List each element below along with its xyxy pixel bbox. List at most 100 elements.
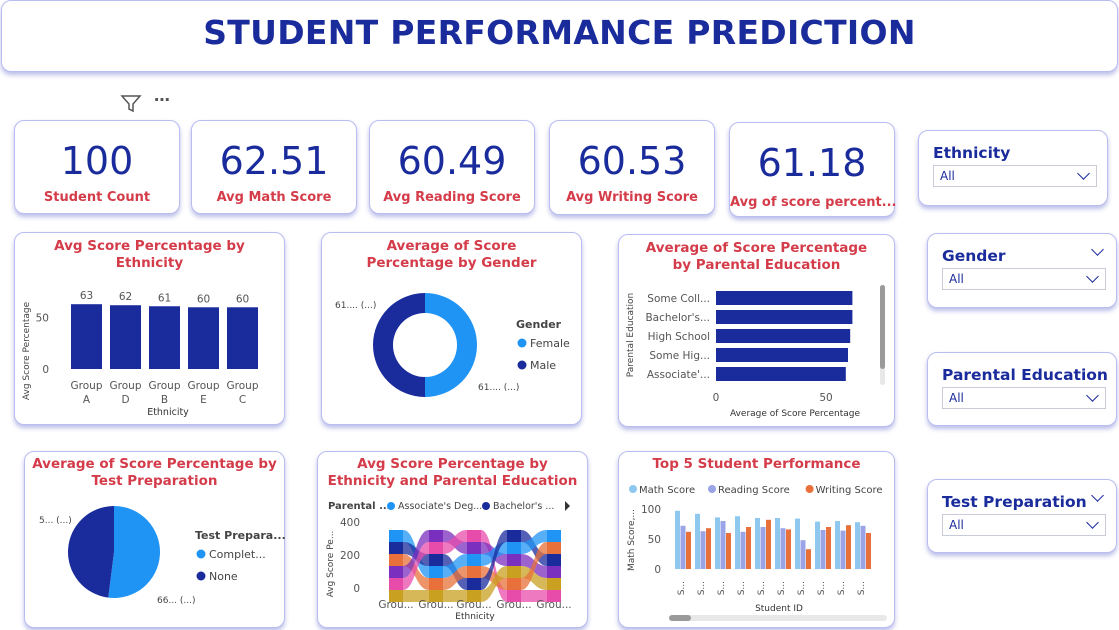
slicer-test-preparation[interactable]: Test Preparation All	[927, 479, 1117, 553]
ribbon-segment	[429, 530, 443, 542]
donut-slice	[373, 293, 425, 397]
legend-label: Male	[530, 359, 556, 372]
ribbon-segment	[547, 590, 561, 602]
y-tick-label: Associate'...	[647, 369, 710, 381]
test-prep-pie-chart[interactable]: 5... (...) 66... (...) Test Prepara... Comp…	[25, 452, 286, 629]
kpi-value: 61.18	[757, 141, 867, 185]
ribbon-segment	[467, 542, 481, 554]
title-banner: STUDENT PERFORMANCE PREDICTION	[1, 0, 1118, 72]
x-axis-title: Ethnicity	[147, 407, 189, 418]
legend-marker	[708, 485, 716, 493]
legend-label: Bachelor's ...	[493, 501, 554, 512]
filter-icon[interactable]	[120, 94, 142, 114]
kpi-value: 100	[60, 139, 134, 183]
pie-slice	[108, 506, 160, 598]
slicer-parental-education[interactable]: Parental Education All	[927, 352, 1117, 426]
x-tick-label: S...	[717, 581, 727, 595]
bar	[71, 304, 102, 369]
x-tick-label: S...	[857, 581, 867, 595]
slicer-dropdown[interactable]: All	[942, 514, 1106, 536]
bar	[846, 525, 851, 569]
ribbon-connector	[443, 554, 467, 578]
slicer-dropdown[interactable]: All	[942, 268, 1106, 290]
slicer-dropdown[interactable]: All	[942, 387, 1106, 409]
x-tick-label: B	[161, 394, 168, 406]
x-tick-label: S...	[817, 581, 827, 595]
y-tick-label: 100	[641, 504, 661, 516]
ribbon-segment	[547, 530, 561, 542]
x-tick-label: E	[200, 394, 207, 406]
gender-donut-chart[interactable]: 61.... (...) 61.... (...) Gender Female Male	[322, 233, 583, 426]
legend-next-arrow	[565, 501, 570, 511]
x-tick-label: Group	[227, 380, 259, 392]
chevron-down-icon[interactable]	[1091, 243, 1104, 256]
slicer-gender[interactable]: Gender All	[927, 233, 1117, 308]
chart-title: Avg Score Percentage by Ethnicity and Pa…	[327, 456, 578, 489]
kpi-value: 60.49	[397, 139, 507, 183]
bar	[716, 291, 853, 305]
more-options-icon[interactable]: ⋯	[154, 90, 170, 109]
legend-label: Math Score	[639, 485, 695, 496]
ribbon-segment	[389, 590, 403, 602]
slicer-dropdown[interactable]: All	[933, 165, 1097, 187]
ribbon-segment	[429, 590, 443, 602]
chart-ethnicity-card[interactable]: Avg Score Percentage by Ethnicity Avg Sc…	[14, 232, 285, 425]
y-tick-label: 200	[340, 550, 360, 562]
bar	[755, 518, 760, 569]
bar	[686, 531, 691, 569]
chart-ribbon-card[interactable]: Avg Score Percentage by Ethnicity and Pa…	[317, 451, 588, 628]
bar	[746, 527, 751, 569]
ribbon-connector	[521, 590, 547, 602]
kpi-avg-reading: 60.49 Avg Reading Score	[369, 120, 535, 214]
bar	[826, 527, 831, 569]
chart-parental-card[interactable]: Average of Score Percentage by Parental …	[618, 234, 895, 427]
bar	[800, 540, 806, 569]
legend-marker	[387, 502, 395, 510]
legend-marker	[482, 502, 490, 510]
y-tick-label: 50	[648, 534, 661, 546]
bar	[716, 310, 853, 324]
bar	[855, 522, 860, 569]
x-tick-label: D	[121, 394, 129, 406]
legend-marker	[517, 338, 527, 348]
chart-top-students-card[interactable]: Top 5 Student Performance Math Score Read…	[618, 451, 895, 628]
bar	[110, 305, 141, 369]
parental-education-bar-chart[interactable]: Parental Education Some Coll... Bachelor's…	[619, 235, 896, 428]
bar	[815, 521, 820, 569]
kpi-value: 62.51	[219, 139, 329, 183]
data-label: 61.... (...)	[335, 301, 376, 311]
ribbon-segment	[429, 566, 443, 578]
data-label: 62	[119, 291, 132, 303]
kpi-avg-score-percent: 61.18 Avg of score percent...	[729, 122, 897, 217]
x-tick-label: Grou...	[378, 599, 413, 611]
legend-marker	[629, 485, 637, 493]
slicer-title: Test Preparation	[942, 493, 1087, 511]
data-label: 66... (...)	[157, 596, 196, 606]
pie-slice	[67, 506, 114, 598]
data-label: 60	[197, 293, 210, 305]
bar	[726, 533, 731, 569]
ribbon-chart[interactable]: Parental ... Associate's Deg... Bachelor's…	[318, 452, 589, 629]
top-students-clustered-bar-chart[interactable]: Math Score Reading Score Writing Score Math…	[619, 452, 896, 629]
chart-test-prep-card[interactable]: Average of Score Percentage by Test Prep…	[24, 451, 286, 629]
y-tick-label: Some Hig...	[649, 350, 710, 362]
legend-marker	[517, 360, 527, 370]
slicer-value: All	[949, 518, 964, 532]
chevron-down-icon[interactable]	[1091, 489, 1104, 502]
ribbon-segment	[429, 554, 443, 566]
kpi-label: Student Count	[43, 190, 151, 205]
slicer-ethnicity[interactable]: Ethnicity All	[918, 130, 1108, 206]
x-tick-label: Grou...	[496, 599, 531, 611]
x-tick-label: Group	[110, 380, 142, 392]
chart-gender-card[interactable]: Average of Score Percentage by Gender 61…	[321, 232, 582, 425]
ethnicity-bar-chart[interactable]: Avg Score Percentage 0 50 63 Group A 62 Group D 6…	[15, 233, 286, 426]
legend-marker	[196, 549, 206, 559]
legend-label: Reading Score	[718, 485, 790, 496]
ribbon-connector	[443, 530, 467, 554]
ribbon-connector	[403, 542, 429, 590]
x-tick-label: S...	[837, 581, 847, 595]
kpi-label: Avg Math Score	[216, 190, 332, 205]
x-tick-label: S...	[797, 581, 807, 595]
bar	[735, 516, 740, 569]
chart-title: Average of Score Percentage by Test Prep…	[32, 456, 277, 489]
